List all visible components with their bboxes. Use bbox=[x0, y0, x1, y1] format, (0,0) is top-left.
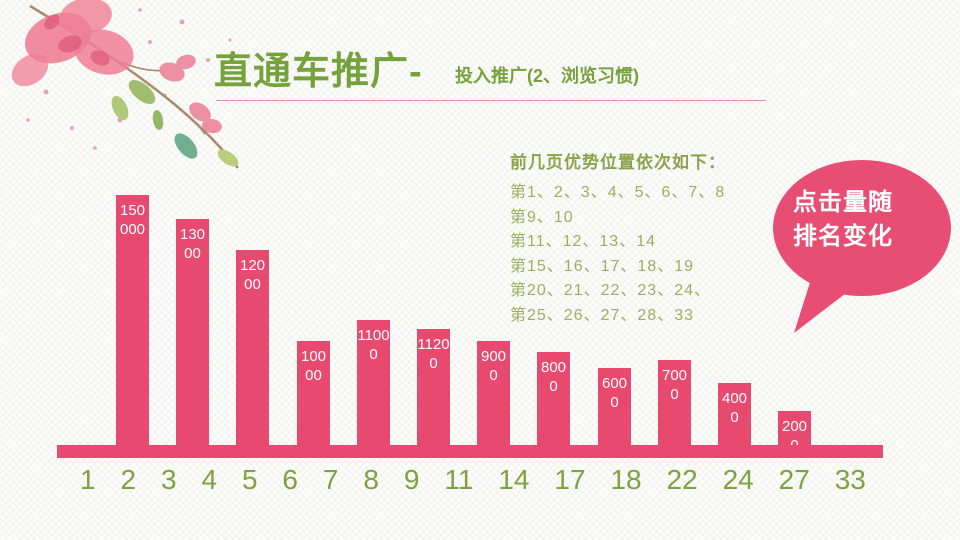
bar-value-label: 12000 bbox=[239, 257, 266, 293]
x-axis-tick-label: 11 bbox=[444, 464, 474, 495]
bar-value-label: 8000 bbox=[540, 359, 567, 395]
bar-value-label: 6000 bbox=[601, 375, 628, 411]
speech-bubble-shape bbox=[773, 160, 951, 333]
bar: 12000 bbox=[236, 250, 269, 445]
x-axis-tick-label: 9 bbox=[403, 464, 420, 495]
x-axis-tick-label: 24 bbox=[722, 464, 754, 495]
x-axis-labels: 1 2 3 4 5 6 7 8 9 11 14 17 18 22 24 27 33 bbox=[80, 464, 866, 496]
x-axis-tick-label: 17 bbox=[554, 464, 586, 495]
bar: 6000 bbox=[598, 368, 631, 445]
notes-block: 前几页优势位置依次如下： 第1、2、3、4、5、6、7、8 第9、10 第11、… bbox=[510, 148, 780, 328]
speech-bubble: 点击量随 排名变化 bbox=[770, 158, 960, 343]
notes-line: 第9、10 bbox=[510, 208, 574, 226]
bar-value-label: 7000 bbox=[661, 367, 688, 403]
speech-bubble-text: 点击量随 排名变化 bbox=[778, 186, 908, 254]
notes-line: 第15、16、17、18、19 bbox=[510, 257, 694, 275]
notes-line: 第20、21、22、23、24、 bbox=[510, 282, 711, 299]
x-axis-baseline bbox=[57, 445, 883, 458]
bar-value-label: 13000 bbox=[179, 226, 206, 262]
bar: 8000 bbox=[537, 352, 570, 445]
flower-decoration bbox=[11, 0, 239, 169]
bar-value-label: 4000 bbox=[721, 390, 748, 426]
x-axis-tick-label: 7 bbox=[322, 464, 339, 495]
speech-bubble-line1: 点击量随 bbox=[793, 189, 893, 216]
bar-value-label: 150000 bbox=[119, 202, 146, 238]
bar: 11000 bbox=[357, 320, 390, 445]
notes-heading: 前几页优势位置依次如下： bbox=[510, 153, 726, 172]
speech-bubble-line2: 排名变化 bbox=[793, 223, 893, 250]
bar: 7000 bbox=[658, 360, 691, 445]
x-axis-tick-label: 5 bbox=[241, 464, 258, 495]
bar-value-label: 10000 bbox=[300, 348, 327, 384]
notes-line: 第1、2、3、4、5、6、7、8 bbox=[510, 184, 726, 201]
bar: 13000 bbox=[176, 219, 209, 445]
bar: 2000 bbox=[778, 411, 811, 454]
x-axis-tick-label: 18 bbox=[610, 464, 642, 495]
page-subtitle: 投入推广(2、浏览习惯) bbox=[455, 66, 639, 86]
x-axis-tick-label: 1 bbox=[80, 464, 96, 495]
bar: 11200 bbox=[417, 329, 450, 445]
notes-line: 第11、12、13、14 bbox=[510, 233, 657, 250]
page-title: 直通车推广- bbox=[214, 51, 423, 93]
x-axis-tick-label: 33 bbox=[834, 464, 866, 495]
x-axis-tick-label: 6 bbox=[282, 464, 298, 495]
x-axis-tick-label: 8 bbox=[363, 464, 379, 495]
x-axis-tick-label: 27 bbox=[778, 464, 810, 495]
title-underline bbox=[216, 100, 766, 101]
x-axis-tick-label: 4 bbox=[201, 464, 218, 495]
notes-line: 第25、26、27、28、33 bbox=[510, 306, 694, 324]
bar: 150000 bbox=[116, 195, 149, 445]
bar-value-label: 9000 bbox=[480, 348, 507, 384]
x-axis-tick-label: 3 bbox=[160, 464, 177, 495]
x-axis-tick-label: 14 bbox=[498, 464, 530, 495]
bar: 9000 bbox=[477, 341, 510, 445]
x-axis-tick-label: 22 bbox=[666, 464, 698, 495]
x-axis-tick-label: 2 bbox=[120, 464, 137, 495]
bar-value-label: 11200 bbox=[417, 336, 450, 372]
bar-value-label: 11000 bbox=[357, 327, 390, 363]
bar: 4000 bbox=[718, 383, 751, 445]
bar: 10000 bbox=[297, 341, 330, 445]
